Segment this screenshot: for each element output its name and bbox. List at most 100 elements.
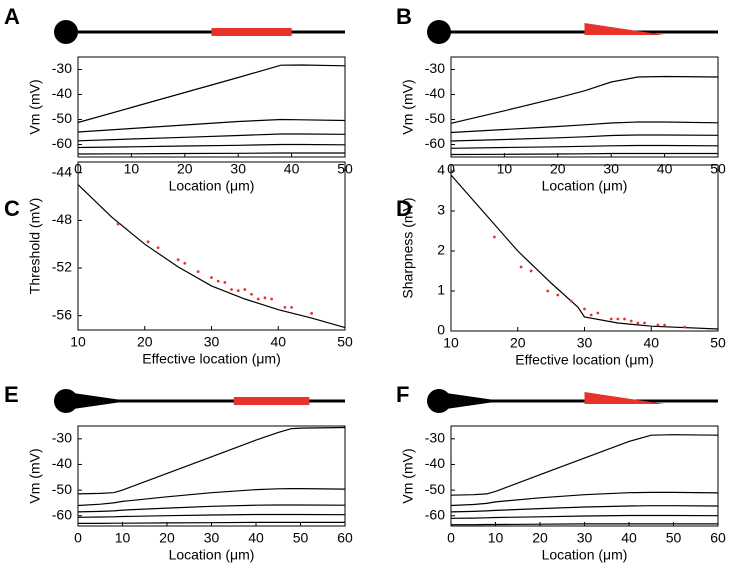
soma (427, 20, 451, 44)
trace (77, 426, 346, 495)
data-point (290, 305, 293, 309)
data-point (589, 313, 593, 317)
trace (450, 505, 719, 513)
x-tick-label: 10 (488, 530, 504, 546)
trace (450, 144, 719, 149)
trace (450, 152, 718, 156)
panel-letter: D (396, 196, 412, 221)
y-tick-label: -30 (425, 430, 445, 446)
x-tick-label: 10 (70, 334, 86, 350)
x-tick-label: 20 (550, 161, 566, 177)
trace (450, 434, 719, 496)
trace (77, 504, 346, 513)
x-tick-label: 40 (284, 161, 300, 177)
data-point (583, 307, 586, 311)
y-tick-label: 3 (437, 202, 445, 218)
trace (77, 118, 346, 133)
x-axis-label: Location (μm) (542, 178, 628, 194)
data-point (223, 280, 227, 284)
data-point (636, 321, 640, 325)
trace (451, 523, 718, 526)
panel-letter: B (396, 4, 412, 29)
data-point (596, 311, 600, 315)
y-tick-label: -60 (52, 135, 72, 151)
data-point (270, 297, 273, 301)
x-tick-label: 10 (115, 530, 131, 546)
data-point (210, 276, 213, 279)
y-tick-label: -60 (425, 506, 445, 522)
trace (77, 488, 346, 507)
x-tick-label: 20 (177, 161, 193, 177)
data-point (609, 317, 613, 321)
panel-letter: F (396, 382, 409, 407)
trace (77, 64, 346, 124)
x-tick-label: 50 (337, 334, 353, 350)
y-tick-label: 4 (437, 162, 445, 178)
trace (77, 143, 346, 149)
fit-line (450, 174, 719, 330)
trace (450, 514, 719, 519)
fit-line (77, 184, 346, 329)
y-axis-label: Vm (mV) (400, 79, 416, 134)
x-tick-label: 40 (248, 530, 264, 546)
trace (77, 513, 346, 518)
stimulus (584, 392, 665, 404)
x-tick-label: 40 (657, 161, 673, 177)
data-point (656, 323, 660, 327)
trace (450, 491, 719, 507)
data-point (623, 317, 626, 321)
y-axis-label: Vm (mV) (27, 79, 43, 134)
y-tick-label: -52 (52, 259, 72, 275)
y-tick-label: 1 (437, 282, 445, 298)
data-point (250, 292, 253, 296)
data-point (629, 319, 633, 323)
y-tick-label: -40 (52, 85, 72, 101)
x-tick-label: 0 (447, 530, 455, 546)
data-point (529, 269, 533, 273)
soma (54, 389, 78, 413)
soma (427, 389, 451, 413)
y-tick-label: -40 (52, 455, 72, 471)
data-point (156, 246, 160, 250)
x-tick-label: 30 (577, 530, 593, 546)
x-tick-label: 10 (443, 335, 459, 351)
x-tick-label: 20 (159, 530, 175, 546)
x-tick-label: 50 (710, 335, 726, 351)
x-tick-label: 40 (270, 334, 286, 350)
y-tick-label: -50 (52, 481, 72, 497)
data-point (310, 311, 314, 315)
x-tick-label: 0 (74, 530, 82, 546)
x-tick-label: 30 (204, 334, 220, 350)
trace (450, 75, 719, 124)
data-point (263, 296, 267, 300)
x-axis-label: Location (μm) (542, 547, 628, 563)
y-axis-label: Threshold (mV) (27, 198, 43, 294)
data-point (236, 289, 240, 293)
data-point (283, 305, 287, 309)
y-tick-label: 0 (437, 322, 445, 338)
stimulus (233, 397, 310, 405)
x-axis-label: Location (μm) (169, 178, 255, 194)
x-tick-label: 20 (137, 334, 153, 350)
x-tick-label: 10 (124, 161, 140, 177)
x-tick-label: 40 (643, 335, 659, 351)
data-point (243, 288, 247, 291)
y-tick-label: -44 (52, 163, 72, 179)
data-point (216, 279, 220, 283)
y-tick-label: -50 (425, 110, 445, 126)
x-axis-label: Effective location (μm) (142, 351, 281, 367)
data-point (146, 240, 150, 244)
x-tick-label: 30 (603, 161, 619, 177)
trace (450, 134, 719, 142)
trace (77, 133, 346, 142)
y-axis-label: Vm (mV) (27, 448, 43, 503)
y-tick-label: -30 (425, 60, 445, 76)
data-point (683, 325, 687, 329)
data-point (556, 293, 560, 297)
data-point (663, 323, 666, 327)
y-tick-label: -56 (52, 306, 72, 322)
x-tick-label: 50 (666, 530, 682, 546)
panel-letter: C (4, 196, 20, 221)
data-point (546, 289, 550, 293)
